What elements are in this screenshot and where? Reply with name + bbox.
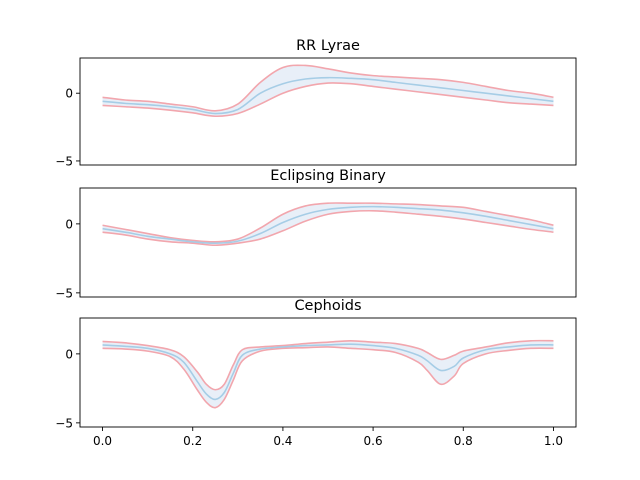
subplot-1: 0 −5 RR Lyrae [55, 38, 577, 168]
upper-line [102, 202, 554, 243]
subplot-2: 0 −5 Eclipsing Binary [55, 168, 577, 300]
y-tick-label: −5 [55, 416, 73, 430]
band-fill [102, 340, 554, 408]
x-tick-label: 0.6 [364, 434, 383, 448]
mean-line [102, 76, 554, 115]
x-tick-label: 0.4 [273, 434, 292, 448]
subplot-title: RR Lyrae [296, 38, 360, 54]
axes-frame [79, 187, 577, 298]
y-tick-label: −5 [55, 154, 73, 168]
band-fill [102, 65, 554, 117]
lower-line [102, 209, 554, 247]
axes-frame [79, 317, 577, 428]
subplot-title: Eclipsing Binary [270, 168, 386, 184]
subplot-title: Cephoids [294, 298, 361, 314]
upper-line [102, 64, 554, 112]
y-tick-label: 0 [65, 347, 73, 361]
x-tick-label: 1.0 [544, 434, 563, 448]
subplot-3: 0 −5 0.0 0.2 0.4 0.6 0.8 1.0 Cephoids [55, 298, 577, 448]
band-fill [102, 202, 554, 246]
x-tick-label: 0.8 [454, 434, 473, 448]
mean-line [102, 343, 554, 401]
mean-line [102, 205, 554, 244]
y-tick-label: 0 [65, 217, 73, 231]
axes-frame [79, 57, 577, 166]
upper-line [102, 339, 554, 391]
y-tick-label: −5 [55, 286, 73, 300]
lower-line [102, 82, 554, 118]
x-tick-label: 0.0 [93, 434, 112, 448]
lower-line [102, 346, 554, 409]
y-tick-label: 0 [65, 87, 73, 101]
x-tick-label: 0.2 [183, 434, 202, 448]
